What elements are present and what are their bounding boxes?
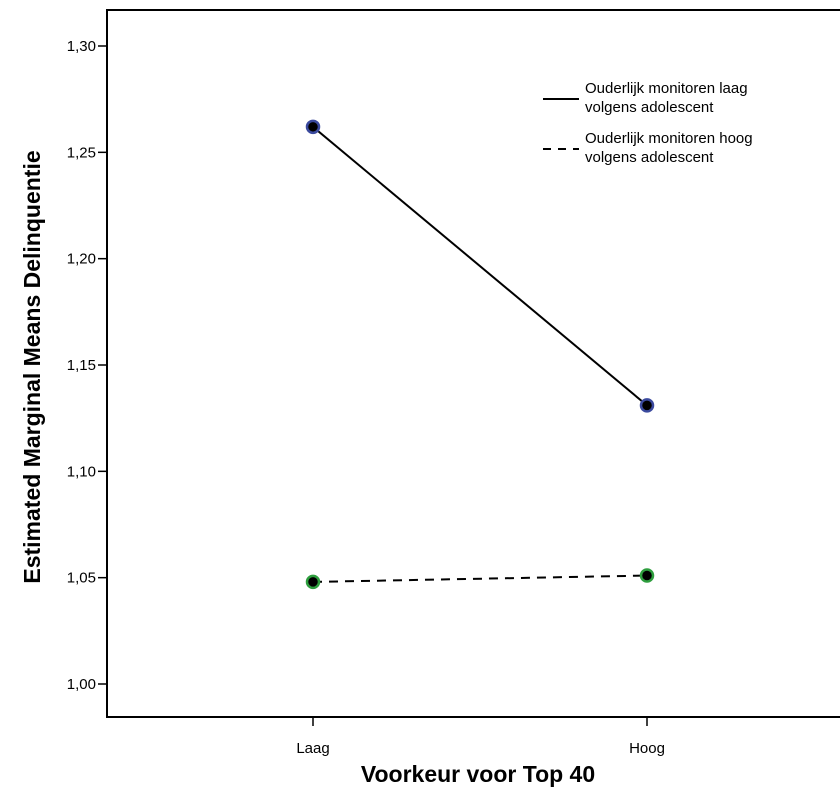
y-tick-label: 1,10 [67, 463, 96, 480]
y-tick-label: 1,20 [67, 251, 96, 268]
legend-label-series-1-line-1: Ouderlijk monitoren laag [585, 80, 748, 97]
series-2-point-2 [639, 568, 655, 583]
series-line-2 [312, 574, 648, 583]
x-tick-label: Hoog [629, 740, 665, 757]
y-axis: 1,00 1,05 1,10 1,15 1,20 1,25 1,30 [67, 38, 107, 693]
x-axis-title: Voorkeur voor Top 40 [361, 761, 595, 787]
legend-label-series-1-line-2: volgens adolescent [585, 99, 714, 116]
series-line-1 [312, 126, 648, 407]
legend-label-series-2-line-2: volgens adolescent [585, 149, 714, 166]
y-tick-label: 1,30 [67, 38, 96, 55]
legend-label-series-2-line-1: Ouderlijk monitoren hoog [585, 130, 753, 147]
x-tick-label: Laag [296, 740, 329, 757]
series-group [305, 119, 655, 590]
y-tick-label: 1,15 [67, 357, 96, 374]
x-axis: Laag Hoog [296, 717, 665, 757]
y-tick-label: 1,00 [67, 676, 96, 693]
y-tick-label: 1,05 [67, 570, 96, 587]
series-1-point-2 [639, 398, 655, 413]
plot-border [106, 9, 840, 718]
legend: Ouderlijk monitoren laag volgens adolesc… [543, 80, 753, 166]
plot-frame [106, 9, 840, 718]
series-1-point-1 [305, 119, 321, 135]
y-axis-title: Estimated Marginal Means Delinquentie [19, 150, 45, 583]
series-2-point-1 [305, 574, 321, 590]
y-tick-label: 1,25 [67, 144, 96, 161]
